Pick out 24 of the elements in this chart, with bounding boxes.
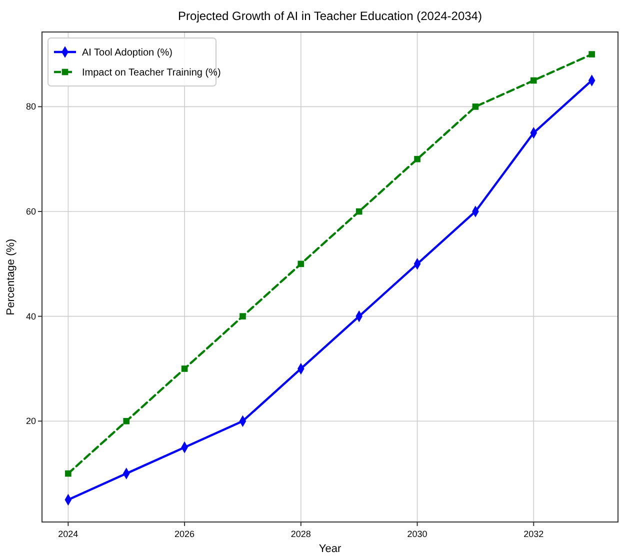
legend-label: AI Tool Adoption (%) [82,48,172,58]
point [588,51,595,58]
y-tick-label: 60 [26,206,36,216]
point [240,313,246,320]
x-tick-label: 2028 [290,529,311,539]
y-tick-label: 40 [26,311,36,322]
legend-label: Impact on Teacher Training (%) [82,68,221,78]
point [472,104,479,110]
chart-title: Projected Growth of AI in Teacher Education (2024-2034) [178,9,482,23]
x-tick-label: 2030 [407,529,428,539]
point [356,208,362,215]
y-tick-label: 20 [26,416,36,426]
point [414,156,420,162]
point [123,418,130,424]
point [181,366,188,372]
point [65,470,72,477]
y-tick-label: 80 [26,102,36,112]
x-tick-label: 2032 [524,529,544,539]
y-axis-title: Percentage (%) [5,238,17,316]
point [298,260,304,268]
point [530,77,537,84]
x-tick-label: 2026 [174,529,195,539]
x-tick-label: 2024 [58,529,78,539]
x-axis-title: Year [318,543,342,555]
